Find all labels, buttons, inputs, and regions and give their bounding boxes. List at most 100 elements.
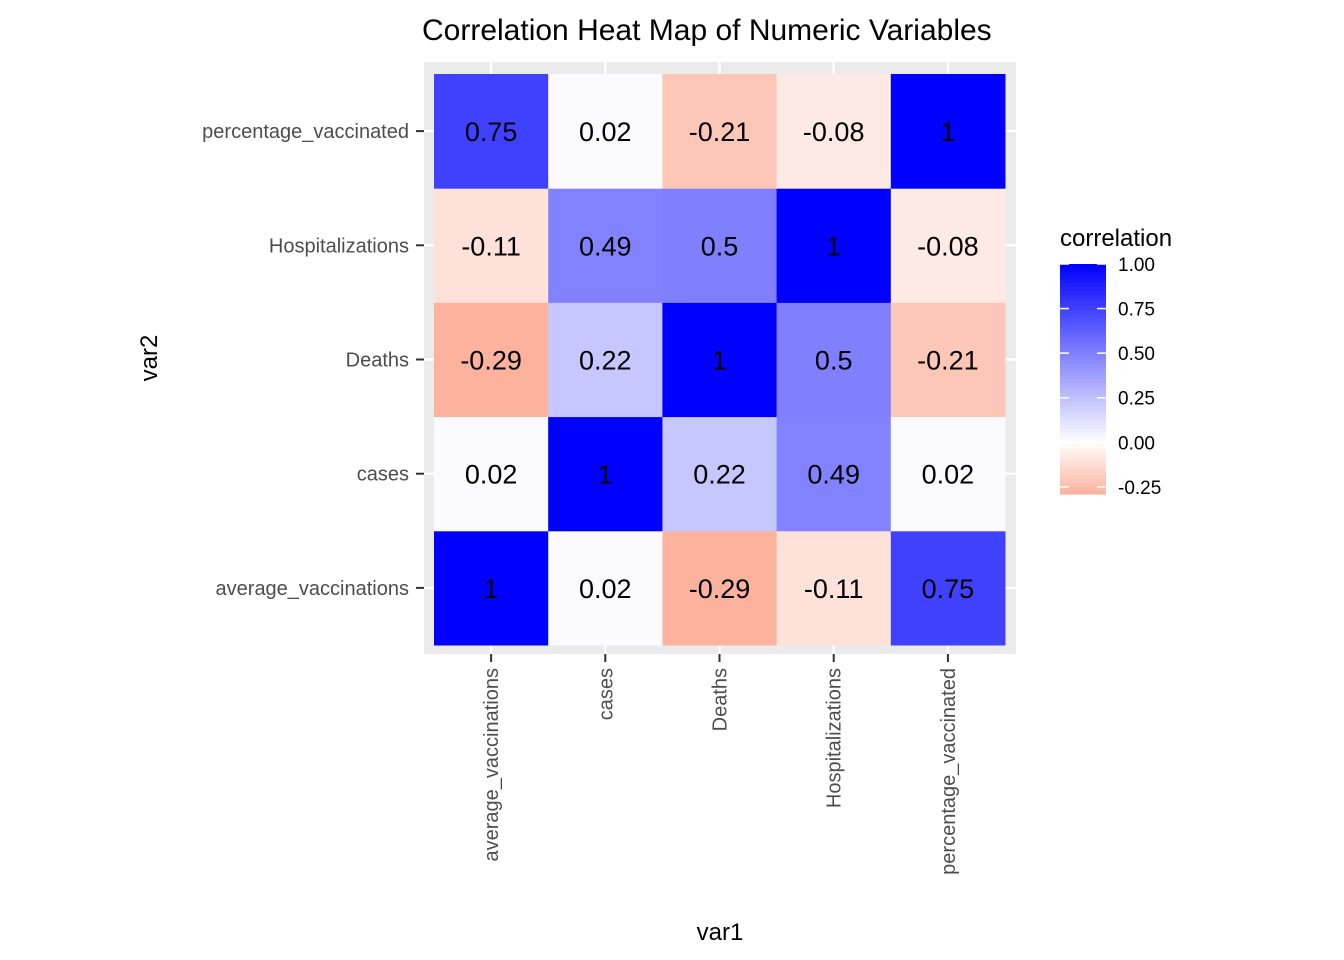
legend-gradient-segment — [1060, 448, 1106, 453]
cell-value-label: -0.29 — [689, 574, 751, 604]
y-tick-label: percentage_vaccinated — [202, 121, 409, 143]
y-tick-label: average_vaccinations — [216, 578, 409, 600]
y-tick-label: Hospitalizations — [269, 235, 409, 257]
cell-value-label: -0.08 — [803, 117, 865, 147]
legend-gradient-segment — [1060, 490, 1106, 495]
legend-gradient-segment — [1060, 287, 1106, 292]
legend-gradient-segment — [1060, 356, 1106, 361]
heatmap-cell — [776, 416, 892, 532]
cell-value-label: 1 — [484, 574, 499, 604]
cell-value-label: 1 — [826, 231, 841, 261]
legend-break-label: 0.25 — [1118, 389, 1155, 410]
legend-gradient-segment — [1060, 444, 1106, 449]
cell-value-label: 0.02 — [579, 574, 632, 604]
y-axis: average_vaccinations cases Deaths Hospitali… — [202, 121, 424, 600]
heatmap-cell — [548, 74, 663, 189]
legend-break-label: 0.75 — [1118, 300, 1155, 321]
legend-gradient-segment — [1060, 482, 1106, 487]
legend-gradient-segment — [1060, 325, 1106, 330]
legend-gradient-segment — [1060, 313, 1106, 319]
heatmap-cell — [776, 188, 892, 303]
heatmap-cell — [548, 416, 663, 532]
legend-gradient-segment — [1060, 344, 1106, 349]
cell-value-label: 0.22 — [579, 346, 632, 376]
cell-value-label: -0.11 — [804, 574, 864, 604]
legend-gradient-segment — [1060, 417, 1106, 422]
heatmap-cell — [776, 74, 892, 189]
legend-gradient-segment — [1060, 382, 1106, 388]
x-tick-label: average_vaccinations — [481, 668, 503, 861]
legend-gradient-segment — [1060, 440, 1106, 445]
chart-title: Correlation Heat Map of Numeric Variable… — [422, 14, 992, 47]
legend-gradient-segment — [1060, 264, 1106, 269]
legend-gradient-segment — [1060, 402, 1106, 407]
heatmap-cell — [890, 530, 1006, 646]
legend-gradient-segment — [1060, 413, 1106, 418]
cell-labels: 1 0.02 -0.29 -0.11 0.75 0.02 1 0.22 0.49 0.02 -0.2… — [460, 117, 978, 604]
heatmap-cell — [662, 302, 778, 418]
legend-gradient-segment — [1060, 271, 1106, 277]
legend-break-label: 1.00 — [1118, 255, 1155, 276]
legend-title: correlation — [1060, 225, 1172, 252]
legend: correlation 1.00 0.75 0.50 0.25 0.00 -0.25 — [1060, 225, 1172, 499]
x-axis: average_vaccinations cases Deaths Hospitali… — [481, 654, 960, 875]
cell-value-label: 0.49 — [807, 460, 860, 490]
cell-value-label: 0.75 — [465, 117, 518, 147]
cell-value-label: -0.21 — [917, 346, 979, 376]
cell-value-label: 0.5 — [701, 231, 739, 261]
legend-gradient-segment — [1060, 471, 1106, 476]
x-axis-title: var1 — [697, 919, 744, 946]
legend-gradient-segment — [1060, 317, 1106, 323]
legend-break-label: -0.25 — [1118, 478, 1161, 499]
heatmap-cell — [662, 416, 778, 532]
legend-gradient-segment — [1060, 486, 1106, 491]
legend-gradient-segment — [1060, 467, 1106, 472]
x-tick-label: Deaths — [710, 668, 732, 731]
heatmap-cell — [662, 74, 778, 189]
legend-gradient-segment — [1060, 321, 1106, 326]
heatmap-cell — [548, 530, 663, 646]
heatmap-cell — [434, 302, 549, 418]
legend-gradient-segment — [1060, 290, 1106, 296]
legend-gradient-segment — [1060, 340, 1106, 346]
cell-value-label: -0.08 — [917, 231, 979, 261]
legend-gradient-segment — [1060, 409, 1106, 415]
legend-gradient-segment — [1060, 398, 1106, 403]
legend-gradient-segment — [1060, 425, 1106, 430]
legend-gradient-segment — [1060, 310, 1106, 315]
heatmap-cell — [662, 188, 778, 303]
legend-gradient-segment — [1060, 267, 1106, 273]
legend-break-label: 0.00 — [1118, 433, 1155, 454]
cell-value-label: 1 — [598, 460, 613, 490]
heatmap-cell — [434, 416, 549, 532]
legend-gradient-segment — [1060, 428, 1106, 434]
legend-gradient-segment — [1060, 302, 1106, 307]
legend-break-label: 0.50 — [1118, 344, 1155, 365]
legend-gradient-segment — [1060, 463, 1106, 468]
cell-value-label: 0.02 — [922, 460, 975, 490]
cell-value-label: 1 — [940, 117, 955, 147]
legend-gradient-segment — [1060, 283, 1106, 288]
legend-gradient-segment — [1060, 363, 1106, 369]
legend-gradient-segment — [1060, 421, 1106, 426]
legend-gradient-segment — [1060, 478, 1106, 484]
legend-gradient-segment — [1060, 459, 1106, 464]
legend-gradient-segment — [1060, 371, 1106, 376]
cell-value-label: 0.75 — [922, 574, 975, 604]
heatmap-cell — [434, 188, 549, 303]
legend-gradient-segment — [1060, 394, 1106, 399]
heatmap-cell — [548, 302, 663, 418]
legend-gradient-segment — [1060, 405, 1106, 411]
heatmap-cell — [890, 74, 1006, 189]
cell-value-label: 0.5 — [815, 346, 853, 376]
cell-value-label: -0.29 — [460, 346, 522, 376]
x-tick-label: Hospitalizations — [824, 668, 846, 808]
heatmap-cell — [890, 416, 1006, 532]
y-tick-label: Deaths — [346, 350, 409, 372]
cell-value-label: -0.11 — [461, 231, 521, 261]
heatmap-cell — [434, 74, 549, 189]
cell-value-label: 0.02 — [465, 460, 518, 490]
cell-value-label: -0.21 — [689, 117, 751, 147]
x-tick-label: percentage_vaccinated — [938, 668, 960, 875]
